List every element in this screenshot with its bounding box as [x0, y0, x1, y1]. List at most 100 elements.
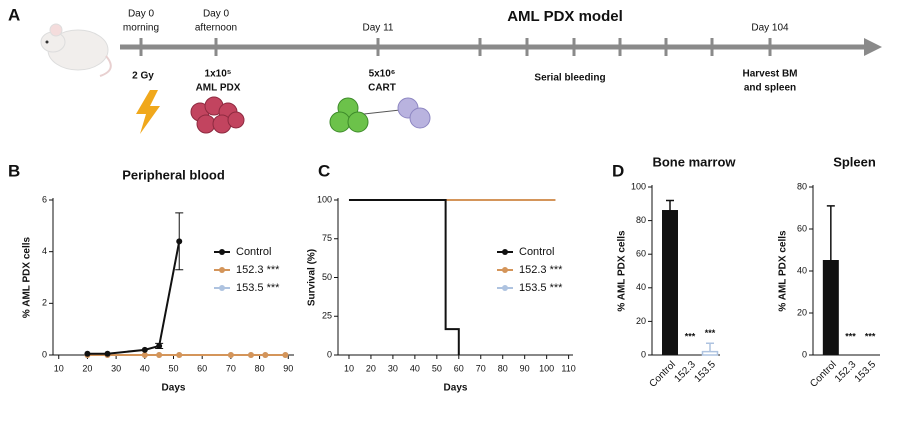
y-tick-label: 6: [42, 194, 47, 204]
x-tick-label: 40: [140, 363, 150, 373]
y-axis-label: % AML PDX cells: [22, 236, 33, 318]
x-tick-label: 70: [226, 363, 236, 373]
y-tick-label: 50: [322, 272, 332, 282]
legend-swatch: [502, 285, 508, 291]
y-axis-label: % AML PDX cells: [778, 230, 789, 312]
legend-swatch: [502, 267, 508, 273]
series-line: [87, 241, 181, 355]
legend-label: 152.3 ***: [519, 264, 563, 276]
legend-label: 153.5 ***: [236, 282, 280, 294]
y-tick-label: 0: [802, 349, 807, 359]
x-tick-label: 60: [197, 363, 207, 373]
error-bar: [826, 205, 835, 261]
y-tick-label: 40: [797, 265, 807, 275]
event-label: 1x10⁵: [205, 69, 232, 80]
data-point: [104, 350, 111, 357]
x-tick-label: 152.3: [833, 359, 859, 385]
y-tick-label: 0: [641, 349, 646, 359]
x-tick-label: 40: [410, 363, 420, 373]
cart-cells: [329, 97, 431, 133]
series-line: [348, 199, 460, 355]
x-tick-label: 153.5: [693, 359, 719, 385]
legend-label: Control: [236, 246, 271, 258]
chart-title: Bone marrow: [652, 154, 736, 169]
data-point: [176, 238, 183, 245]
x-tick-label: 50: [168, 363, 178, 373]
data-point: [282, 352, 289, 358]
x-tick-label: 100: [539, 363, 554, 373]
timepoint: Day 0: [203, 9, 230, 20]
y-axis-label: Survival (%): [307, 249, 318, 306]
x-axis-label: Days: [162, 383, 186, 394]
significance: ***: [685, 331, 696, 341]
significance: ***: [705, 328, 716, 338]
y-tick-label: 25: [322, 311, 332, 321]
y-tick-label: 80: [797, 181, 807, 191]
mouse-icon: [40, 23, 112, 77]
timeline-title: AML PDX model: [507, 8, 623, 25]
x-tick-label: 90: [283, 363, 293, 373]
x-axis-label: Days: [444, 383, 468, 394]
x-tick-label: 153.5: [853, 359, 879, 385]
legend-swatch: [502, 249, 508, 255]
data-point: [156, 352, 163, 358]
bar: [662, 210, 678, 356]
legend-swatch: [219, 249, 225, 255]
event-label: Harvest BM: [742, 69, 797, 80]
timeline: [120, 38, 882, 56]
x-tick-label: 10: [54, 363, 64, 373]
panel-label: D: [612, 161, 624, 180]
panel-label: B: [8, 161, 20, 180]
y-tick-label: 0: [42, 349, 47, 359]
y-tick-label: 75: [322, 233, 332, 243]
event-label: 5x10⁶: [369, 69, 396, 80]
event-label: 2 Gy: [132, 71, 154, 82]
x-tick-label: 70: [476, 363, 486, 373]
data-point: [227, 352, 234, 358]
x-tick-label: 60: [454, 363, 464, 373]
significance: ***: [865, 331, 876, 341]
event-label: AML PDX: [196, 83, 241, 94]
legend-swatch: [219, 267, 225, 273]
timepoint: morning: [123, 23, 159, 34]
y-tick-label: 60: [797, 223, 807, 233]
panel-label: C: [318, 161, 330, 180]
bar: [701, 350, 719, 356]
radiation-icon: [136, 90, 160, 134]
y-tick-label: 40: [636, 282, 646, 292]
panel-label: A: [8, 5, 20, 24]
y-tick-label: 80: [636, 215, 646, 225]
y-tick-label: 0: [327, 349, 332, 359]
y-tick-label: 4: [42, 246, 47, 256]
y-axis-label: % AML PDX cells: [617, 230, 628, 312]
data-point: [262, 352, 269, 358]
timepoint: Day 0: [128, 9, 155, 20]
y-tick-label: 2: [42, 298, 47, 308]
legend-label: 152.3 ***: [236, 264, 280, 276]
x-tick-label: 20: [366, 363, 376, 373]
error-bar: [706, 342, 714, 352]
y-tick-label: 20: [797, 307, 807, 317]
x-tick-label: 30: [388, 363, 398, 373]
chart-title: Spleen: [833, 154, 876, 169]
timepoint: afternoon: [195, 23, 237, 34]
aml-cells: [190, 96, 245, 134]
error-bar: [666, 199, 674, 211]
x-tick-label: 50: [432, 363, 442, 373]
event-label: CART: [368, 83, 396, 94]
data-point: [141, 346, 148, 353]
x-tick-label: 80: [255, 363, 265, 373]
y-tick-label: 20: [636, 316, 646, 326]
data-point: [176, 352, 183, 358]
x-tick-label: 90: [520, 363, 530, 373]
x-tick-label: 30: [111, 363, 121, 373]
legend-label: 153.5 ***: [519, 282, 563, 294]
y-tick-label: 100: [317, 194, 332, 204]
data-point: [247, 352, 254, 358]
x-tick-label: 10: [344, 363, 354, 373]
bar: [822, 260, 839, 356]
significance: ***: [845, 331, 856, 341]
chart-title: Peripheral blood: [122, 167, 225, 182]
x-tick-label: 152.3: [673, 359, 699, 385]
